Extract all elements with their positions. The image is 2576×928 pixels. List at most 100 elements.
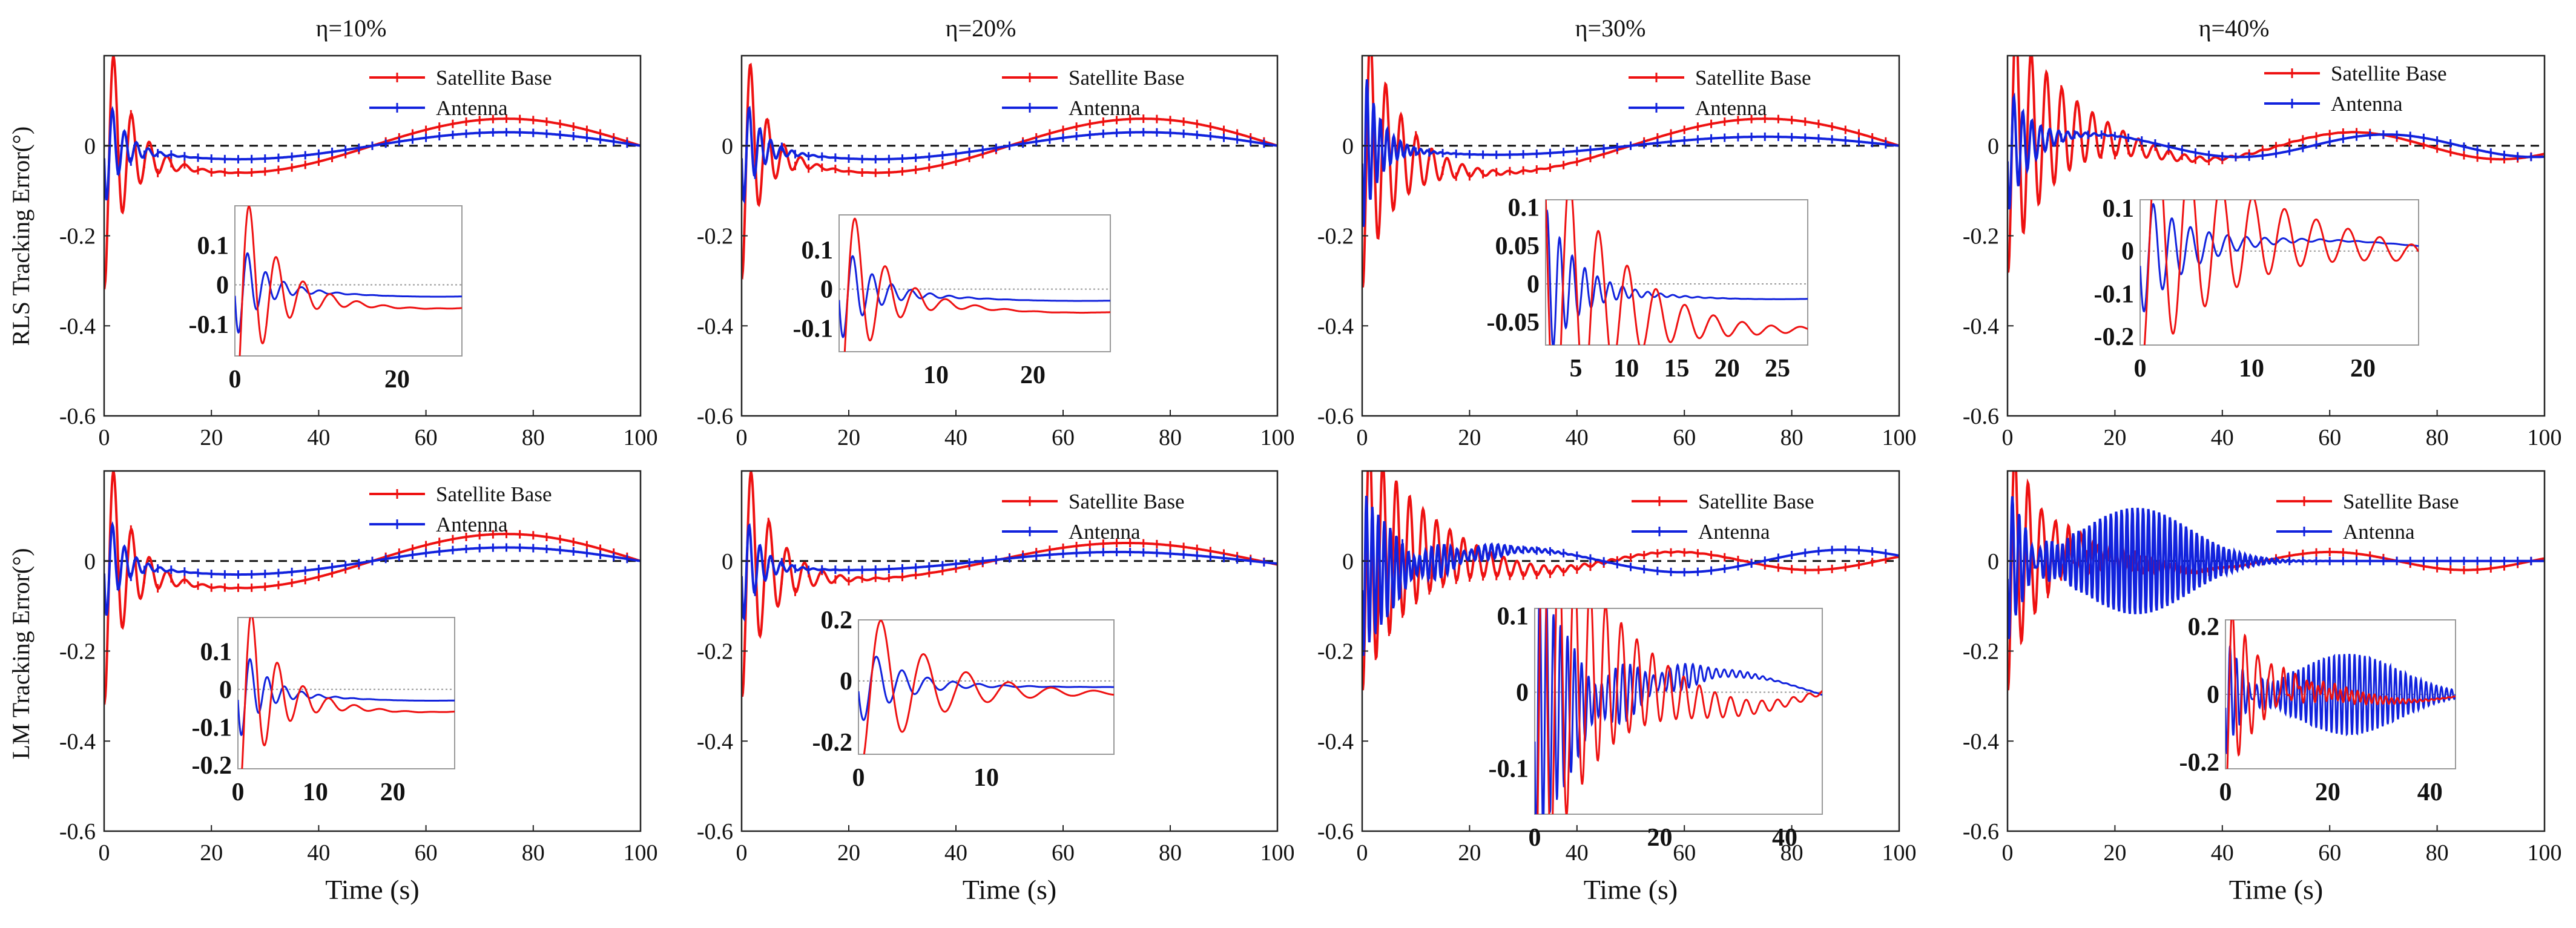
inset-x-tick-label: 10 — [973, 764, 999, 792]
x-tick-label: 100 — [624, 425, 658, 450]
x-axis-label: Time (s) — [963, 874, 1057, 905]
inset-y-tick-label: -0.1 — [2094, 280, 2135, 308]
x-tick-label: 100 — [1882, 840, 1917, 866]
legend-entry-satellite-base: Satellite Base — [1002, 66, 1184, 90]
y-tick-label: -0.6 — [59, 819, 96, 844]
x-tick-label: 80 — [522, 840, 545, 866]
inset-y-tick-label: 0.1 — [802, 237, 834, 265]
inset-x-tick-label: 10 — [1613, 355, 1639, 383]
inset-lm_30: 0 20 40 0.1 0 -0.1 — [1489, 603, 1823, 852]
inset-x-tick-label: 40 — [2417, 778, 2443, 806]
inset-y-tick-label: 0 — [2207, 681, 2219, 709]
legend-entry-antenna: Antenna — [1632, 520, 1770, 544]
legend-label: Antenna — [2343, 520, 2415, 544]
inset-y-tick-label: -0.05 — [1487, 309, 1540, 337]
y-tick-label: -0.2 — [697, 639, 733, 665]
inset-frame — [1545, 199, 1808, 346]
inset-frame — [234, 205, 463, 357]
x-tick-label: 100 — [624, 840, 658, 866]
legend-label: Antenna — [1069, 520, 1141, 544]
legend-entry-antenna: Antenna — [369, 96, 508, 120]
inset-y-tick-label: -0.1 — [793, 315, 834, 343]
x-tick-label: 0 — [736, 840, 748, 866]
panel-rls_10: 0 20 40 60 80 100 0 -0.2 -0.4 -0.6 Satellite Base A… — [59, 54, 658, 450]
inset-y-tick-label: -0.1 — [192, 714, 232, 742]
inset-y-tick-label: 0 — [2121, 238, 2134, 266]
inset-y-tick-label: 0.1 — [200, 638, 232, 666]
y-tick-label: -0.4 — [697, 314, 733, 339]
inset-y-tick-label: 0 — [1527, 271, 1540, 298]
x-tick-label: 60 — [415, 425, 438, 450]
y-tick-label: -0.6 — [697, 404, 733, 429]
inset-y-tick-label: 0.2 — [821, 607, 853, 634]
inset-x-tick-label: 15 — [1664, 355, 1690, 383]
x-tick-label: 80 — [1159, 425, 1182, 450]
x-tick-label: 100 — [2528, 840, 2562, 866]
x-tick-label: 20 — [200, 425, 223, 450]
inset-y-tick-label: 0 — [840, 668, 852, 696]
inset-x-tick-label: 20 — [2350, 355, 2376, 383]
inset-y-tick-label: 0 — [820, 276, 833, 304]
x-tick-label: 60 — [1673, 425, 1696, 450]
inset-x-tick-label: 0 — [229, 366, 242, 393]
legend-label: Antenna — [436, 96, 508, 120]
row-label-rls: RLS Tracking Error(°) — [7, 127, 35, 346]
legend-label: Satellite Base — [1069, 490, 1184, 513]
y-tick-label: -0.2 — [1317, 224, 1354, 249]
x-tick-label: 80 — [2426, 425, 2449, 450]
x-tick-label: 40 — [307, 840, 330, 866]
inset-x-tick-label: 10 — [2239, 355, 2264, 383]
inset-series-line-satellite-base — [241, 617, 455, 769]
x-tick-label: 80 — [2426, 840, 2449, 866]
legend-entry-antenna: Antenna — [369, 513, 508, 536]
x-tick-label: 40 — [1566, 425, 1589, 450]
x-tick-label: 0 — [736, 425, 748, 450]
y-tick-label: -0.4 — [697, 729, 733, 754]
inset-series-line-antenna — [2140, 203, 2419, 313]
inset-y-tick-label: 0 — [216, 272, 229, 300]
inset-y-tick-label: 0.1 — [1508, 194, 1540, 222]
inset-y-tick-label: 0 — [1516, 679, 1529, 707]
legend-entry-satellite-base: Satellite Base — [369, 482, 552, 506]
inset-x-tick-label: 20 — [1647, 824, 1673, 852]
y-tick-label: 0 — [1988, 134, 1999, 159]
x-tick-label: 80 — [1780, 425, 1804, 450]
y-tick-label: 0 — [722, 134, 733, 159]
inset-series-line-antenna — [858, 656, 1114, 722]
x-tick-label: 0 — [1357, 425, 1368, 450]
inset-y-tick-label: 0 — [219, 676, 232, 704]
x-axis-label: Time (s) — [2229, 874, 2324, 905]
inset-series-line-satellite-base — [843, 217, 1110, 352]
inset-lm_10: 0 10 20 0.1 0 -0.1 -0.2 — [192, 617, 455, 806]
x-tick-label: 40 — [944, 840, 967, 866]
x-tick-label: 80 — [1159, 840, 1182, 866]
y-tick-label: -0.6 — [1317, 404, 1354, 429]
inset-series-line-satellite-base — [1546, 200, 1808, 345]
x-tick-label: 60 — [1673, 840, 1696, 866]
inset-y-tick-label: -0.2 — [812, 729, 853, 757]
y-tick-label: -0.4 — [1317, 314, 1354, 339]
legend-entry-satellite-base: Satellite Base — [1629, 66, 1811, 90]
x-tick-label: 40 — [2211, 425, 2234, 450]
x-tick-label: 40 — [307, 425, 330, 450]
legend-label: Satellite Base — [436, 482, 552, 506]
legend-entry-satellite-base: Satellite Base — [2276, 490, 2459, 513]
x-axis-label: Time (s) — [1584, 874, 1678, 905]
column-title-eta-20: η=20% — [946, 15, 1016, 42]
y-tick-label: -0.4 — [1317, 729, 1354, 754]
inset-y-tick-label: 0.1 — [2103, 195, 2135, 223]
x-tick-label: 80 — [522, 425, 545, 450]
x-tick-label: 20 — [837, 425, 860, 450]
inset-series-line-antenna — [1546, 209, 1808, 345]
x-tick-label: 20 — [1458, 840, 1481, 866]
y-tick-label: -0.2 — [1317, 639, 1354, 665]
inset-frame — [838, 214, 1111, 352]
x-tick-label: 0 — [99, 840, 110, 866]
y-tick-label: 0 — [722, 549, 733, 574]
y-tick-label: -0.6 — [1317, 819, 1354, 844]
inset-frame — [237, 617, 455, 769]
x-tick-label: 20 — [1458, 425, 1481, 450]
legend-label: Satellite Base — [1069, 66, 1184, 90]
